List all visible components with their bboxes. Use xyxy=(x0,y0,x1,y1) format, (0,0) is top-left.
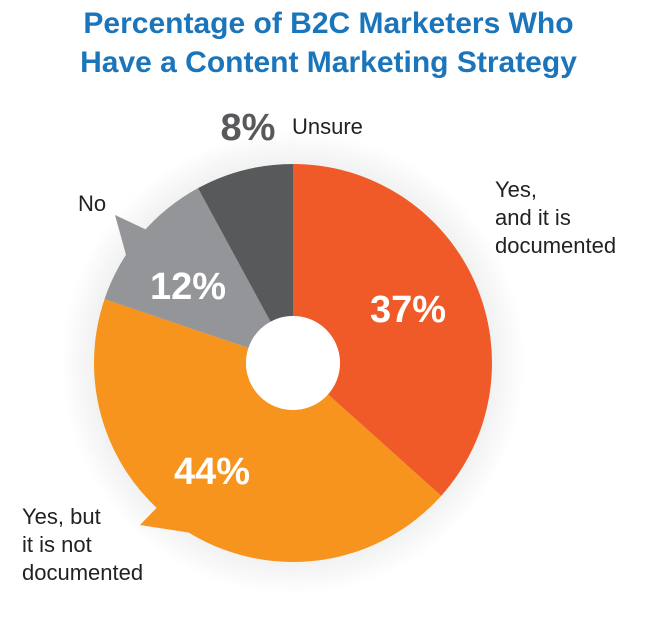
category-label: Yes, but it is not documented xyxy=(22,504,144,585)
chart-title: Percentage of B2C Marketers Who Have a C… xyxy=(80,7,577,79)
category-label: Unsure xyxy=(292,114,363,139)
slice xyxy=(293,164,493,496)
value-label: 12% xyxy=(150,266,226,308)
value-label: 8% xyxy=(221,107,276,149)
slice xyxy=(104,188,271,348)
category-label: Yes, and it is documented xyxy=(495,177,617,258)
category-label: No xyxy=(78,191,107,216)
donut-hole xyxy=(246,316,340,410)
slice xyxy=(94,299,442,562)
value-label: 44% xyxy=(174,451,250,493)
value-label: 37% xyxy=(370,289,446,331)
slice xyxy=(198,164,293,322)
title-box: Percentage of B2C Marketers Who Have a C… xyxy=(0,4,657,82)
